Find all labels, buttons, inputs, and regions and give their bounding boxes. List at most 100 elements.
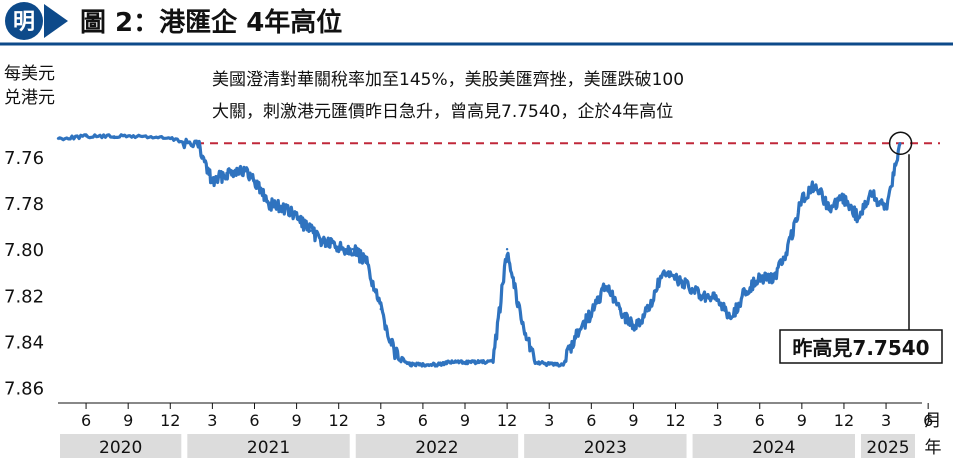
year-band	[860, 434, 915, 458]
data-point	[870, 192, 874, 196]
page-title: 圖 2：港匯企 4年高位	[80, 7, 342, 38]
data-point	[842, 197, 846, 200]
data-point	[758, 275, 761, 279]
data-point	[702, 296, 705, 299]
data-point	[814, 183, 818, 186]
series-layer	[56, 133, 902, 368]
data-point	[421, 363, 425, 366]
annotation-line-1: 美國澄清對華關稅率加至145%，美股美匯齊挫，美匯跌破100	[212, 70, 684, 90]
x-month-label: 12	[329, 411, 349, 430]
y-tick-label: 7.78	[4, 194, 44, 215]
x-year-label: 2023	[584, 438, 627, 458]
y-tick-label: 7.84	[4, 332, 44, 353]
data-point	[519, 317, 523, 320]
data-point	[786, 248, 789, 251]
x-month-label: 6	[923, 411, 933, 430]
data-point	[351, 248, 354, 251]
annotation-line-2: 大關，刺激港元匯價昨日急升，曾高見7.7540，企於4年高位	[212, 102, 673, 122]
data-point	[225, 172, 228, 175]
high-marker-circle	[888, 131, 913, 155]
y-axis-label-line-2: 兑港元	[4, 88, 55, 108]
x-month-label: 6	[81, 411, 91, 430]
x-year-label: 2024	[752, 438, 795, 458]
data-point	[491, 360, 495, 364]
callout: 昨高見7.7540	[779, 329, 943, 364]
y-tick-label: 7.80	[4, 240, 44, 261]
data-point	[463, 360, 467, 364]
x-year-label: 2022	[415, 438, 458, 458]
x-year-label: 2021	[247, 438, 290, 458]
logo-text: 明	[13, 10, 35, 35]
data-point	[884, 206, 888, 209]
data-point	[534, 360, 537, 364]
x-month-label: 9	[628, 411, 638, 430]
year-band	[524, 434, 687, 458]
x-month-label: 6	[418, 411, 428, 430]
data-point	[562, 363, 565, 366]
data-point	[800, 197, 803, 200]
data-point	[856, 215, 860, 219]
data-point	[295, 215, 298, 219]
series-line	[57, 133, 902, 368]
data-point	[646, 310, 649, 313]
year-band	[187, 434, 350, 458]
data-point	[772, 278, 775, 281]
data-point	[618, 307, 621, 311]
x-month-label: 3	[544, 411, 554, 430]
x-month-label: 9	[291, 411, 301, 430]
data-point	[688, 287, 691, 290]
data-point	[84, 135, 88, 138]
data-point	[393, 351, 396, 355]
x-month-label: 3	[713, 411, 723, 430]
data-point	[239, 167, 242, 170]
marker-layer	[888, 131, 913, 330]
data-point	[309, 229, 312, 232]
x-month-label: 9	[460, 411, 470, 430]
x-year-label: 2025	[866, 438, 909, 458]
data-point	[716, 298, 719, 302]
y-axis-ticks: 7.76 7.78 7.80 7.82 7.84 7.86	[4, 148, 44, 399]
header: 明 圖 2：港匯企 4年高位	[0, 2, 953, 46]
title-chevron-icon	[44, 4, 68, 38]
x-month-label: 3	[207, 411, 217, 430]
data-point	[211, 181, 214, 184]
data-point	[828, 208, 832, 212]
data-point	[169, 137, 172, 140]
x-month-label: 9	[123, 411, 133, 430]
data-point	[253, 178, 256, 182]
data-point	[576, 331, 579, 334]
y-tick-label: 7.82	[4, 286, 44, 307]
x-month-unit: 月	[925, 411, 942, 431]
y-tick-label: 7.86	[4, 378, 44, 399]
x-axis: 691236912369123691236912369124月202020212…	[58, 402, 942, 458]
y-axis-label-line-1: 每美元	[4, 64, 55, 84]
data-point	[505, 248, 509, 251]
data-point	[548, 363, 551, 366]
data-point	[141, 135, 144, 138]
data-point	[449, 360, 453, 364]
x-year-label: 2020	[99, 438, 142, 458]
data-point	[744, 289, 747, 292]
data-point	[604, 284, 607, 288]
data-point	[379, 307, 382, 311]
data-point	[632, 326, 635, 329]
data-point	[267, 201, 270, 205]
x-month-label: 3	[376, 411, 386, 430]
x-month-label: 12	[665, 411, 685, 430]
data-point	[337, 245, 340, 249]
data-point	[590, 312, 593, 315]
data-point	[477, 360, 481, 364]
data-point	[407, 363, 411, 366]
x-month-label: 12	[497, 411, 517, 430]
data-point	[660, 275, 663, 279]
data-point	[730, 317, 733, 320]
x-month-label: 3	[881, 411, 891, 430]
data-point	[898, 142, 902, 145]
x-month-label: 6	[755, 411, 765, 430]
x-month-label: 6	[586, 411, 596, 430]
x-month-label: 6	[249, 411, 259, 430]
year-band	[60, 434, 182, 458]
data-point	[435, 363, 439, 366]
